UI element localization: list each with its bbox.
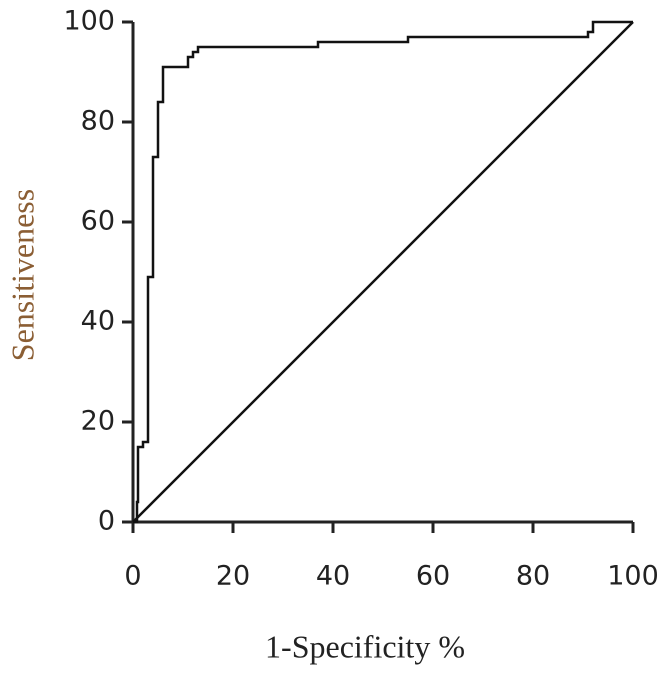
y-tick-label: 40 (81, 306, 115, 337)
x-axis-label: 1-Specificity % (265, 628, 465, 664)
x-tick-label: 100 (607, 561, 659, 592)
x-tick-label: 60 (416, 561, 450, 592)
y-tick-label: 60 (81, 206, 115, 237)
y-tick-label: 0 (98, 506, 115, 537)
x-tick-label: 0 (124, 561, 141, 592)
y-axis-label: Sensitiveness (4, 189, 40, 361)
y-tick-label: 20 (81, 406, 115, 437)
y-tick-label: 80 (81, 106, 115, 137)
y-tick-label: 100 (63, 6, 115, 37)
x-tick-label: 20 (216, 561, 250, 592)
roc-line (133, 20, 633, 524)
roc-line (132, 21, 634, 523)
x-tick-label: 40 (316, 561, 350, 592)
x-tick-label: 80 (516, 561, 550, 592)
